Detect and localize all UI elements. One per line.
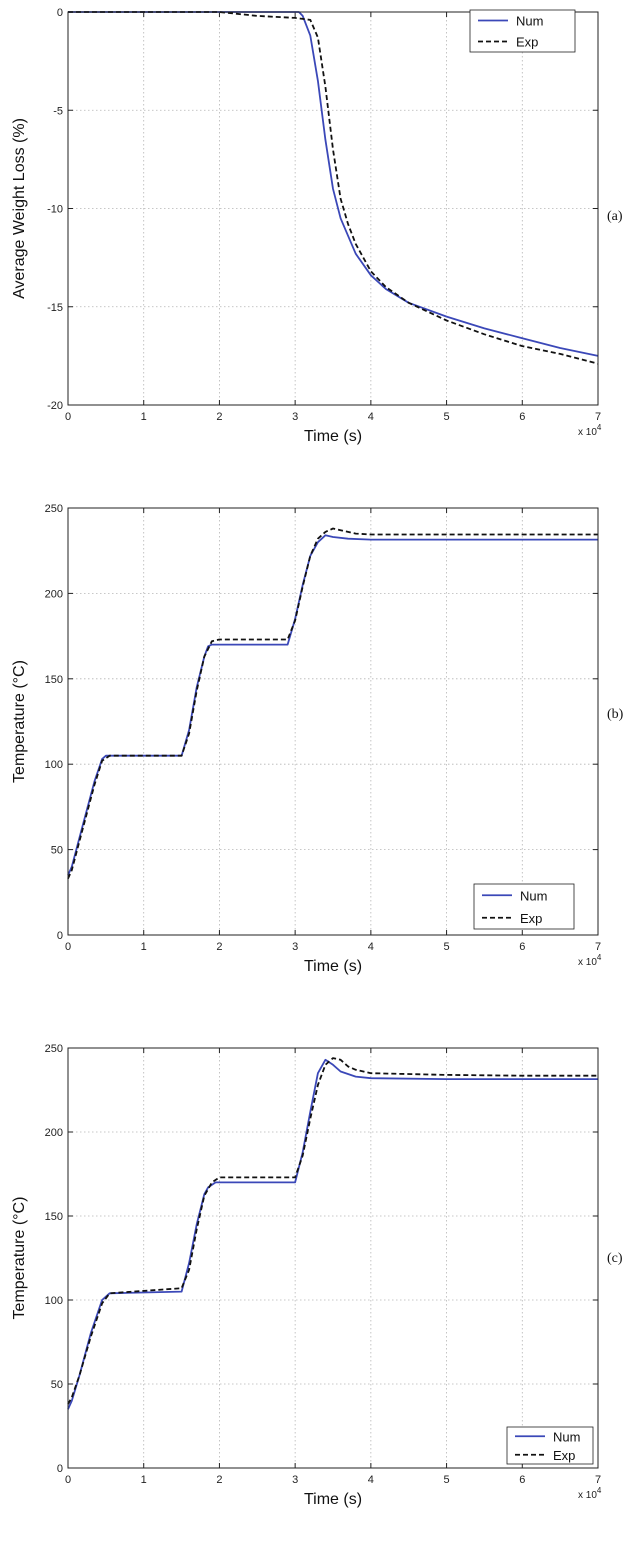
y-tick-label: 200 (45, 1127, 63, 1139)
legend-label-exp: Exp (520, 911, 542, 926)
x-tick-label: 1 (141, 1474, 147, 1486)
plot-frame (67, 1047, 599, 1469)
x-tick-label: 3 (292, 411, 298, 423)
x-axis-multiplier-exponent: 4 (597, 1486, 602, 1495)
x-tick-label: 0 (65, 1474, 71, 1486)
panel-label: (b) (607, 707, 624, 722)
y-axis-label: Temperature (°C) (11, 660, 28, 783)
x-axis-multiplier-base: x 10 (578, 1490, 597, 1501)
x-tick-label: 3 (292, 941, 298, 953)
x-tick-label: 7 (595, 1474, 601, 1486)
y-tick-label: -10 (47, 204, 63, 216)
legend-label-num: Num (520, 888, 547, 903)
y-tick-label: 200 (45, 588, 63, 600)
y-tick-label: 150 (45, 1211, 63, 1223)
x-axis-multiplier-base: x 10 (578, 427, 597, 438)
legend-label-num: Num (516, 14, 543, 29)
y-tick-label: 150 (45, 674, 63, 686)
legend-label-exp: Exp (516, 35, 538, 50)
x-tick-label: 6 (519, 941, 525, 953)
y-tick-label: 50 (51, 1379, 63, 1391)
chart-panel-1: 0 1 2 3 4 5 6 7 -20 -15 -10 -5 0 Num Exp Time (s) Averag… (11, 7, 623, 445)
y-tick-label: -15 (47, 302, 63, 314)
x-tick-label: 7 (595, 411, 601, 423)
legend-box (469, 9, 576, 53)
x-tick-label: 7 (595, 941, 601, 953)
x-tick-label: 3 (292, 1474, 298, 1486)
legend: Num Exp (469, 9, 576, 53)
x-tick-label: 0 (65, 941, 71, 953)
x-axis-multiplier-exponent: 4 (597, 953, 602, 962)
legend-box (473, 883, 575, 930)
y-tick-label: 50 (51, 845, 63, 857)
y-tick-label: 250 (45, 1043, 63, 1055)
chart-panel-2: 0 1 2 3 4 5 6 7 0 50 100 150 200 250 Num Exp Time (s) Tem… (11, 503, 624, 975)
y-tick-label: 100 (45, 759, 63, 771)
x-tick-label: 0 (65, 411, 71, 423)
x-tick-label: 2 (216, 411, 222, 423)
x-tick-label: 5 (444, 941, 450, 953)
plot-frame (67, 507, 599, 936)
x-tick-label: 1 (141, 941, 147, 953)
legend: Num Exp (473, 883, 575, 930)
x-tick-label: 4 (368, 411, 374, 423)
y-tick-label: -20 (47, 400, 63, 412)
y-tick-label: 100 (45, 1295, 63, 1307)
x-tick-label: 2 (216, 1474, 222, 1486)
y-tick-label: 0 (57, 1463, 63, 1475)
x-axis-multiplier-exponent: 4 (597, 423, 602, 432)
x-tick-label: 1 (141, 411, 147, 423)
x-axis-label: Time (s) (304, 1491, 362, 1508)
y-axis-label: Average Weight Loss (%) (11, 118, 28, 299)
x-tick-label: 4 (368, 941, 374, 953)
legend-label-exp: Exp (553, 1448, 575, 1463)
series-line-num (67, 534, 598, 876)
panel-label: (c) (607, 1251, 623, 1266)
series-line-num (68, 11, 599, 357)
legend: Num Exp (506, 1426, 594, 1465)
y-tick-label: 250 (45, 503, 63, 515)
series-line-exp (67, 527, 598, 879)
x-tick-label: 6 (519, 411, 525, 423)
legend-box (506, 1426, 594, 1465)
x-tick-label: 4 (368, 1474, 374, 1486)
x-axis-multiplier: x 104 (578, 953, 602, 968)
chart-panel-3: 0 1 2 3 4 5 6 7 0 50 100 150 200 250 Num Exp Time (s) Tem… (11, 1043, 623, 1508)
x-tick-label: 5 (444, 411, 450, 423)
series-line-exp (68, 11, 599, 365)
y-axis-label: Temperature (°C) (11, 1197, 28, 1320)
series-line-exp (67, 1057, 598, 1405)
x-tick-label: 5 (444, 1474, 450, 1486)
y-tick-label: 0 (57, 7, 63, 19)
x-axis-multiplier: x 104 (578, 1486, 602, 1501)
x-tick-label: 6 (519, 1474, 525, 1486)
x-axis-multiplier: x 104 (578, 423, 602, 438)
legend-label-num: Num (553, 1429, 580, 1444)
x-axis-label: Time (s) (304, 958, 362, 975)
x-axis-multiplier-base: x 10 (578, 957, 597, 968)
y-tick-label: -5 (53, 105, 63, 117)
panel-label: (a) (607, 209, 623, 224)
y-tick-label: 0 (57, 930, 63, 942)
plot-frame (67, 11, 599, 406)
x-axis-label: Time (s) (304, 428, 362, 445)
x-tick-label: 2 (216, 941, 222, 953)
series-line-num (67, 1058, 598, 1410)
